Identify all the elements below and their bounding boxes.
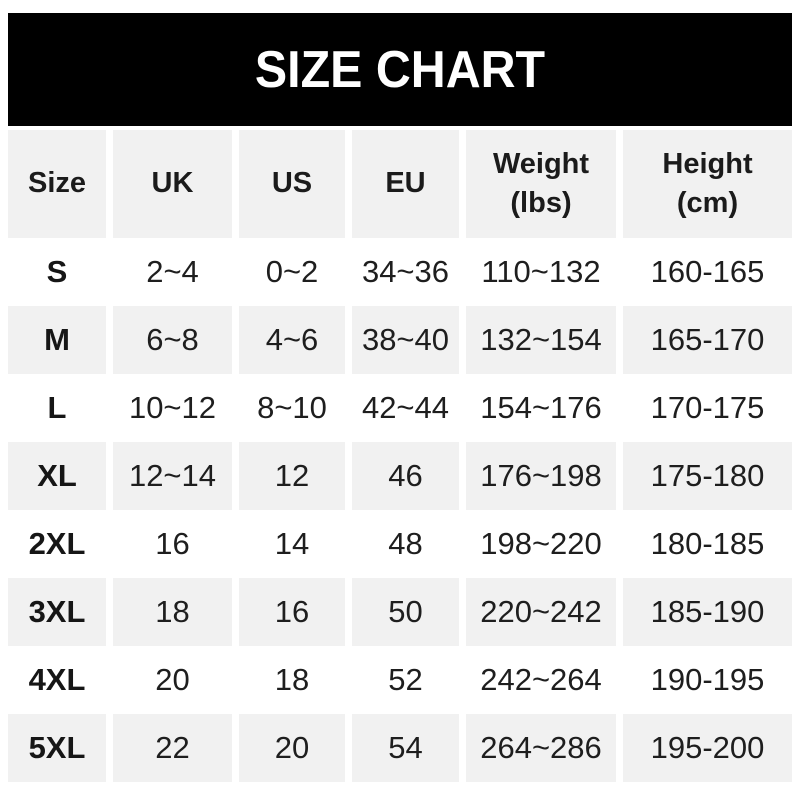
cell-uk: 10~12: [113, 374, 232, 442]
cell-height: 180-185: [623, 510, 792, 578]
cell-weight: 110~132: [466, 238, 616, 306]
cell-us: 8~10: [239, 374, 345, 442]
column-header-label: UK: [151, 167, 194, 200]
cell-us: 0~2: [239, 238, 345, 306]
cell-us: 20: [239, 714, 345, 782]
cell-uk: 16: [113, 510, 232, 578]
cell-eu: 52: [352, 646, 459, 714]
column-header-label: Height: [662, 147, 753, 180]
cell-uk: 12~14: [113, 442, 232, 510]
cell-eu: 46: [352, 442, 459, 510]
cell-height: 190-195: [623, 646, 792, 714]
cell-height: 185-190: [623, 578, 792, 646]
cell-size: 2XL: [8, 510, 106, 578]
cell-eu: 42~44: [352, 374, 459, 442]
cell-weight: 154~176: [466, 374, 616, 442]
column-header-label: Weight: [492, 147, 590, 180]
cell-eu: 34~36: [352, 238, 459, 306]
cell-size: 3XL: [8, 578, 106, 646]
cell-weight: 132~154: [466, 306, 616, 374]
cell-size: 4XL: [8, 646, 106, 714]
cell-size: 5XL: [8, 714, 106, 782]
cell-uk: 18: [113, 578, 232, 646]
cell-eu: 50: [352, 578, 459, 646]
cell-weight: 198~220: [466, 510, 616, 578]
cell-us: 12: [239, 442, 345, 510]
cell-height: 175-180: [623, 442, 792, 510]
cell-height: 165-170: [623, 306, 792, 374]
cell-height: 195-200: [623, 714, 792, 782]
column-header-uk: UK: [113, 130, 232, 238]
column-header-sublabel: (cm): [676, 187, 739, 219]
cell-height: 170-175: [623, 374, 792, 442]
cell-size: S: [8, 238, 106, 306]
cell-weight: 264~286: [466, 714, 616, 782]
column-header-label: EU: [385, 167, 426, 200]
cell-eu: 48: [352, 510, 459, 578]
cell-size: XL: [8, 442, 106, 510]
cell-size: L: [8, 374, 106, 442]
cell-us: 16: [239, 578, 345, 646]
column-header-sublabel: (lbs): [510, 187, 572, 219]
column-header-us: US: [239, 130, 345, 238]
cell-us: 18: [239, 646, 345, 714]
size-chart-banner: SIZE CHART: [8, 13, 792, 126]
cell-height: 160-165: [623, 238, 792, 306]
column-header-label: US: [271, 167, 313, 200]
column-header-eu: EU: [352, 130, 459, 238]
cell-weight: 176~198: [466, 442, 616, 510]
column-header-label: Size: [27, 167, 87, 200]
cell-uk: 20: [113, 646, 232, 714]
cell-weight: 220~242: [466, 578, 616, 646]
cell-uk: 6~8: [113, 306, 232, 374]
cell-uk: 2~4: [113, 238, 232, 306]
cell-size: M: [8, 306, 106, 374]
column-header-weight: Weight (lbs): [466, 130, 616, 238]
cell-uk: 22: [113, 714, 232, 782]
cell-eu: 38~40: [352, 306, 459, 374]
cell-us: 4~6: [239, 306, 345, 374]
page-title: SIZE CHART: [254, 40, 546, 99]
cell-eu: 54: [352, 714, 459, 782]
size-chart-table: Size UK US EU Weight (lbs) Height (cm) S…: [8, 130, 792, 782]
cell-weight: 242~264: [466, 646, 616, 714]
cell-us: 14: [239, 510, 345, 578]
column-header-size: Size: [8, 130, 106, 238]
column-header-height: Height (cm): [623, 130, 792, 238]
